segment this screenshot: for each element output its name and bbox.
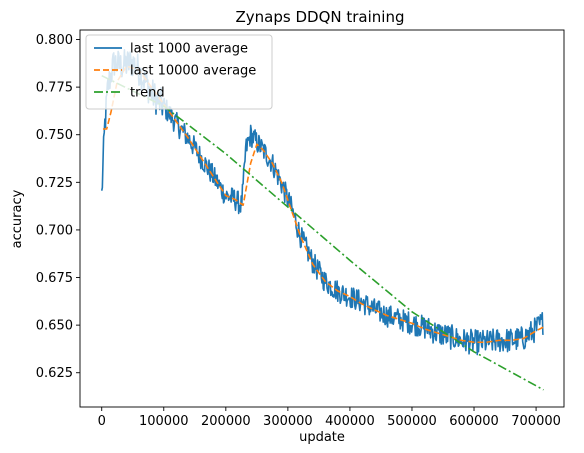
x-tick-label: 100000 — [139, 414, 189, 429]
x-tick-label: 0 — [98, 414, 106, 429]
x-tick-label: 400000 — [325, 414, 375, 429]
y-axis-label: accuracy — [10, 189, 25, 248]
y-tick-label: 0.625 — [36, 366, 73, 381]
legend-label: trend — [130, 86, 165, 101]
x-tick-label: 700000 — [511, 414, 561, 429]
y-tick-label: 0.675 — [36, 271, 73, 286]
x-tick-label: 200000 — [201, 414, 251, 429]
legend-label: last 1000 average — [130, 42, 248, 57]
legend-label: last 10000 average — [130, 64, 256, 79]
y-tick-label: 0.650 — [36, 319, 73, 334]
y-tick-label: 0.750 — [36, 128, 73, 143]
y-tick-label: 0.725 — [36, 176, 73, 191]
x-tick-label: 600000 — [449, 414, 499, 429]
x-tick-label: 300000 — [263, 414, 313, 429]
chart-title: Zynaps DDQN training — [236, 8, 405, 26]
y-tick-label: 0.700 — [36, 223, 73, 238]
series-line-1 — [100, 48, 544, 356]
y-tick-label: 0.800 — [36, 33, 73, 48]
y-tick-label: 0.775 — [36, 81, 73, 96]
legend-box — [85, 34, 273, 110]
x-tick-label: 500000 — [387, 414, 437, 429]
axes: 0 100000 200000 300000 400000 500000 600000 700… — [36, 29, 565, 429]
axes-frame — [79, 29, 565, 408]
legend: last 1000 average last 10000 average trend — [85, 34, 273, 110]
x-axis-label: update — [299, 430, 345, 445]
